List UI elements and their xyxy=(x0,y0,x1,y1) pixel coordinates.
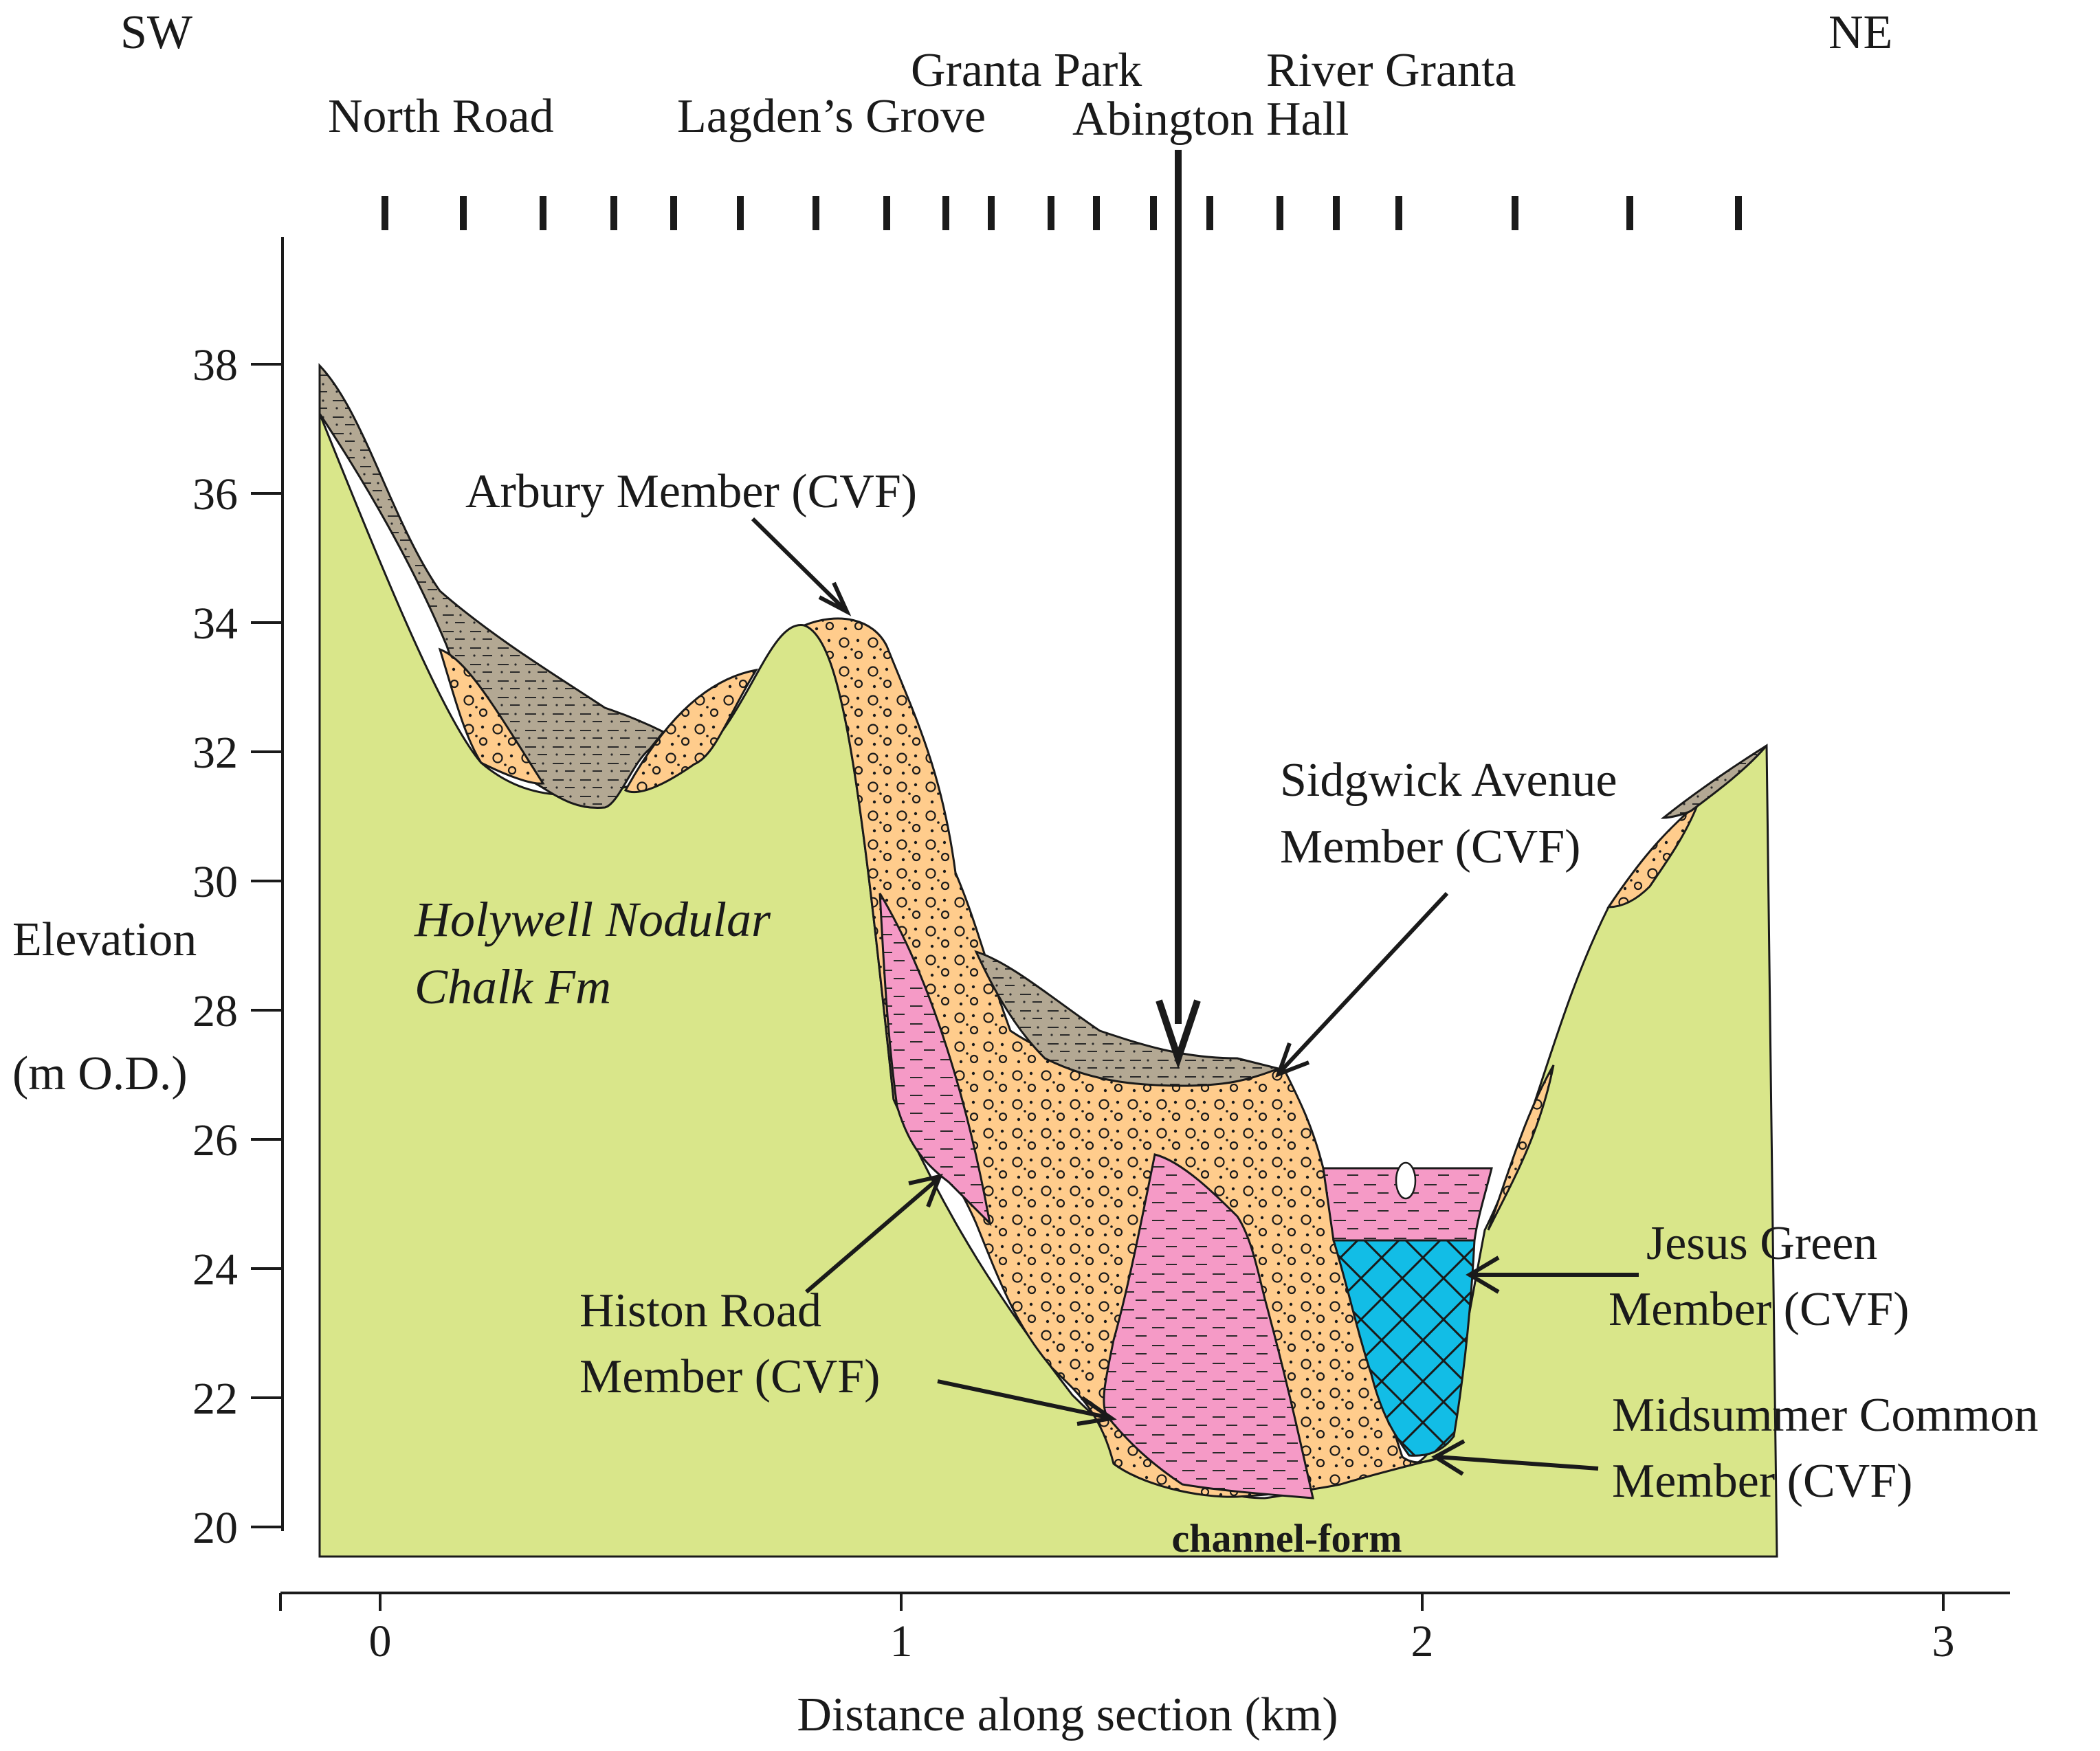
label-channel-form: channel-form xyxy=(1171,1516,1402,1561)
svg-text:3: 3 xyxy=(1932,1616,1955,1666)
gravel-right-lens xyxy=(623,668,759,794)
svg-text:0: 0 xyxy=(369,1616,392,1666)
gravel-left-lens xyxy=(438,647,545,785)
y-axis-label-line1: Elevation xyxy=(12,913,197,966)
x-axis xyxy=(279,1592,2010,1611)
gravel-right-upper xyxy=(1606,801,1701,908)
locality-granta-park: Granta Park xyxy=(911,44,1142,97)
svg-text:38: 38 xyxy=(192,340,238,390)
annotation-arrows xyxy=(751,517,1639,1476)
x-axis-label: Distance along section (km) xyxy=(797,1688,1338,1741)
histon-central-unit xyxy=(1103,1153,1314,1499)
locality-lagdens-grove: Lagden’s Grove xyxy=(677,90,986,143)
label-holywell-line1: Holywell Nodular xyxy=(414,892,771,947)
label-holywell-line2: Chalk Fm xyxy=(415,959,611,1014)
x-tick-labels: 0 1 2 3 xyxy=(369,1616,1955,1666)
label-midsummer-line2: Member (CVF) xyxy=(1612,1455,1912,1508)
borehole-ticks xyxy=(382,196,1742,230)
y-tick-labels: 38 36 34 32 30 28 26 24 22 20 xyxy=(192,340,238,1553)
jesus-green-unit xyxy=(1331,1239,1476,1457)
direction-sw: SW xyxy=(120,6,192,59)
gravel-right-slope xyxy=(1487,1064,1555,1231)
y-axis-label-line2: (m O.D.) xyxy=(12,1047,188,1100)
y-axis xyxy=(251,237,284,1531)
svg-text:30: 30 xyxy=(192,857,238,907)
svg-text:28: 28 xyxy=(192,986,238,1036)
svg-text:34: 34 xyxy=(192,599,238,649)
label-sidgwick-line2: Member (CVF) xyxy=(1280,821,1580,873)
svg-text:32: 32 xyxy=(192,728,238,778)
borehole-arrow xyxy=(1156,150,1201,1069)
svg-text:26: 26 xyxy=(192,1115,238,1166)
label-jesus-green-line2: Member (CVF) xyxy=(1609,1283,1909,1336)
label-histon-line1: Histon Road xyxy=(579,1284,821,1337)
locality-abington-hall: Abington Hall xyxy=(1072,93,1349,146)
svg-text:36: 36 xyxy=(192,469,238,520)
svg-text:1: 1 xyxy=(890,1616,913,1666)
label-sidgwick-line1: Sidgwick Avenue xyxy=(1280,754,1617,807)
grey-silt-central-unit xyxy=(974,950,1283,1087)
svg-text:20: 20 xyxy=(192,1503,238,1553)
svg-text:22: 22 xyxy=(192,1374,238,1424)
svg-text:2: 2 xyxy=(1411,1616,1434,1666)
locality-north-road: North Road xyxy=(328,90,554,143)
label-histon-line2: Member (CVF) xyxy=(579,1350,880,1403)
label-arbury: Arbury Member (CVF) xyxy=(465,465,917,518)
grey-silt-right xyxy=(1660,744,1768,819)
label-midsummer-line1: Midsummer Common xyxy=(1612,1389,2038,1442)
small-void xyxy=(1395,1161,1417,1200)
grey-silt-left-unit xyxy=(318,363,665,810)
locality-river-granta: River Granta xyxy=(1266,44,1516,97)
label-jesus-green-line1: Jesus Green xyxy=(1646,1217,1877,1270)
direction-ne: NE xyxy=(1828,6,1892,59)
svg-text:24: 24 xyxy=(192,1245,238,1295)
histon-road-unit xyxy=(878,893,992,1227)
